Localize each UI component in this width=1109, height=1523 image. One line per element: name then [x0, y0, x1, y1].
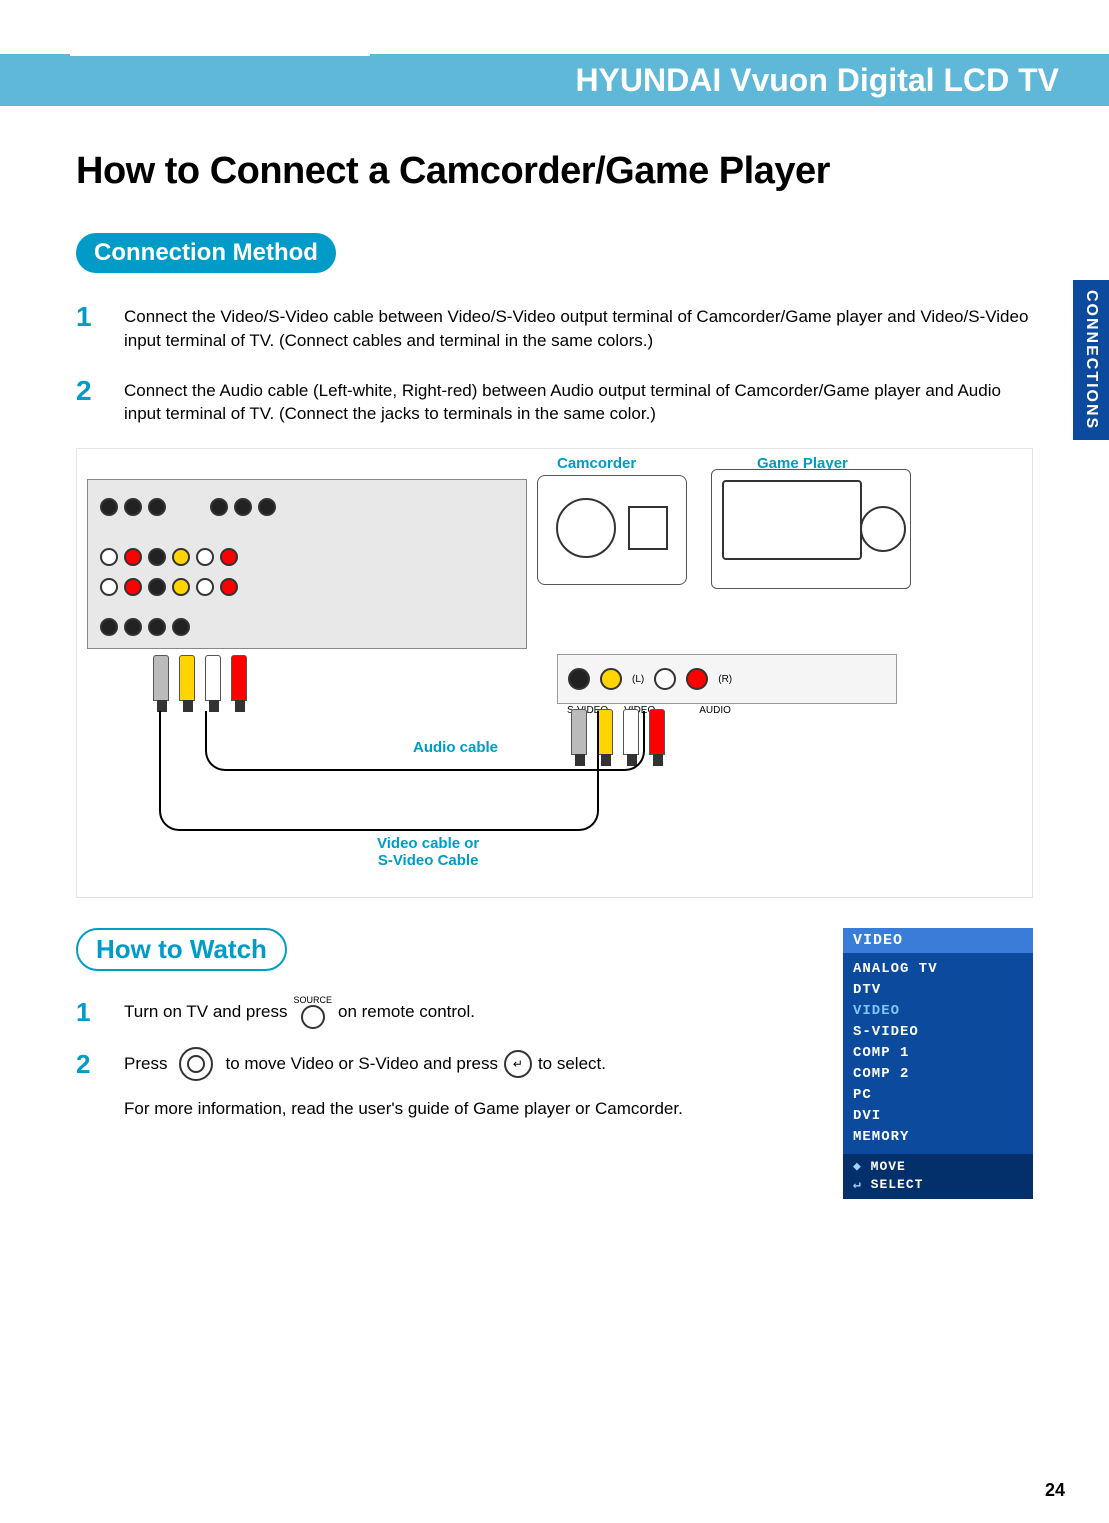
- tv-back-panel: [87, 479, 527, 649]
- tv-side-plugs: [153, 655, 247, 701]
- source-button-icon: SOURCE: [293, 995, 332, 1029]
- connection-step-2: 2 Connect the Audio cable (Left-white, R…: [76, 375, 1033, 427]
- camcorder-illustration: [537, 475, 687, 585]
- header-title: HYUNDAI Vvuon Digital LCD TV: [575, 62, 1059, 99]
- source-menu-item: ANALOG TV: [853, 959, 1023, 980]
- step-number: 1: [76, 997, 100, 1028]
- video-cable-label: Video cable or S-Video Cable: [377, 835, 479, 869]
- connection-diagram: Camcorder Game Player: [76, 448, 1033, 898]
- step-text: Press to move Video or S-Video and press…: [124, 1047, 606, 1081]
- source-menu-footer: ◆ MOVE ↵ SELECT: [843, 1154, 1033, 1198]
- side-tab-label: CONNECTIONS: [1082, 290, 1100, 430]
- page-number: 24: [1045, 1480, 1065, 1501]
- source-menu-osd: VIDEO ANALOG TV DTV VIDEO S-VIDEO COMP 1…: [843, 928, 1033, 1198]
- how-to-watch-pill: How to Watch: [76, 928, 287, 971]
- step-number: 2: [76, 375, 100, 427]
- plug-audio-r: [649, 709, 665, 755]
- source-menu-item: DTV: [853, 980, 1023, 1001]
- step-number: 2: [76, 1049, 100, 1080]
- source-menu-item: COMP 1: [853, 1043, 1023, 1064]
- plug-svideo: [153, 655, 169, 701]
- step-text: Connect the Video/S-Video cable between …: [124, 301, 1033, 353]
- audio-cable-label: Audio cable: [413, 739, 498, 756]
- step-text: Connect the Audio cable (Left-white, Rig…: [124, 375, 1033, 427]
- plug-video: [179, 655, 195, 701]
- page-title: How to Connect a Camcorder/Game Player: [76, 150, 1033, 193]
- nav-button-icon: [173, 1047, 219, 1081]
- section-connection-method-pill: Connection Method: [76, 233, 336, 273]
- header-bar: HYUNDAI Vvuon Digital LCD TV: [0, 54, 1109, 106]
- gameplayer-illustration: [711, 469, 911, 589]
- device-output-jacks: (L) (R): [557, 654, 897, 704]
- source-menu-item-selected: VIDEO: [853, 1001, 1023, 1022]
- source-menu-item: MEMORY: [853, 1127, 1023, 1148]
- header-line: [70, 54, 370, 56]
- source-menu-header: VIDEO: [843, 928, 1033, 953]
- step-number: 1: [76, 301, 100, 353]
- video-cable-path: [159, 711, 599, 831]
- how-to-watch-section: How to Watch 1 Turn on TV and press SOUR…: [76, 928, 1033, 1119]
- enter-button-icon: ↵: [504, 1050, 532, 1078]
- source-menu-item: DVI: [853, 1106, 1023, 1127]
- source-menu-item: PC: [853, 1085, 1023, 1106]
- side-tab-connections: CONNECTIONS: [1073, 280, 1109, 440]
- updown-icon: ◆: [853, 1159, 862, 1174]
- camcorder-label: Camcorder: [557, 455, 636, 472]
- connection-step-1: 1 Connect the Video/S-Video cable betwee…: [76, 301, 1033, 353]
- plug-audio-l: [205, 655, 221, 701]
- enter-icon: ↵: [853, 1177, 862, 1192]
- source-menu-list: ANALOG TV DTV VIDEO S-VIDEO COMP 1 COMP …: [843, 953, 1033, 1154]
- source-menu-item: S-VIDEO: [853, 1022, 1023, 1043]
- source-menu-item: COMP 2: [853, 1064, 1023, 1085]
- plug-audio-r: [231, 655, 247, 701]
- step-text: Turn on TV and press SOURCE on remote co…: [124, 995, 475, 1029]
